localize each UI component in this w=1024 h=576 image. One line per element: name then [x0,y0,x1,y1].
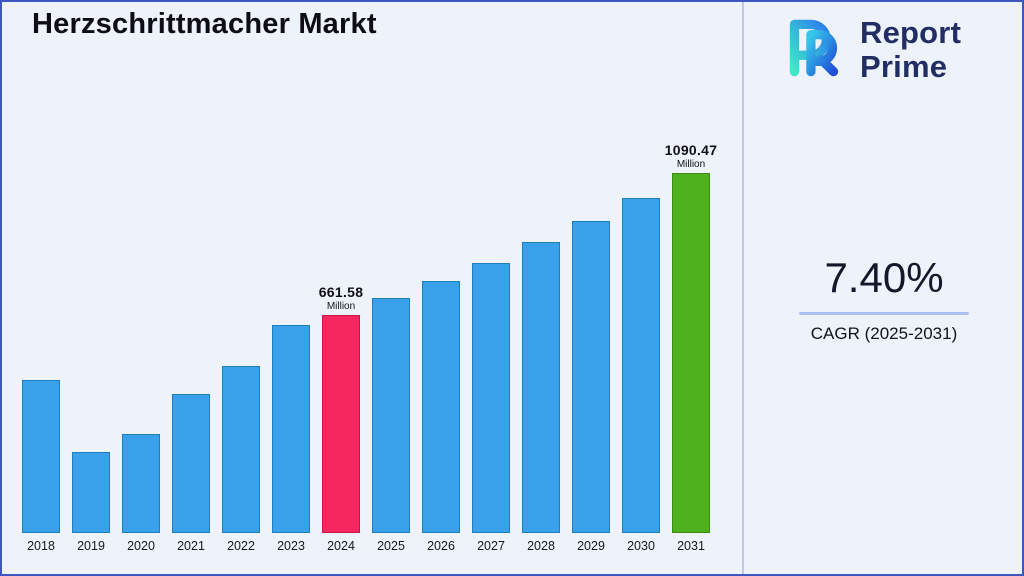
x-axis-label-2020: 2020 [127,539,155,553]
x-axis-label-2022: 2022 [227,539,255,553]
bar-2030 [622,197,660,533]
annotation-value-2031: 1090.47 [664,142,718,158]
bar-value-annotation-2024: 661.58 Million [319,284,364,312]
cagr-value: 7.40% [824,254,944,301]
bar-column-2022: 2022 [216,129,266,559]
bar-2025 [372,298,410,533]
x-axis-label-2019: 2019 [77,539,105,553]
vertical-divider [742,2,744,574]
logo-line1: Report [860,15,962,51]
bar-column-2021: 2021 [166,129,216,559]
bar-column-2023: 2023 [266,129,316,559]
bar-chart: 2018 2019 2020 2021 2022 2023 661.58 Million 202… [16,129,718,559]
page-title: Herzschrittmacher Markt [32,8,377,40]
logo-line2: Prime [860,48,948,84]
x-axis-label-2027: 2027 [477,539,505,553]
report-prime-logo: Report Prime [778,10,961,89]
bar-column-2019: 2019 [66,129,116,559]
bar-value-annotation-2031: 1090.47 Million [665,142,718,170]
annotation-unit-2031: Million [676,159,706,170]
bar-column-2024: 661.58 Million 2024 [316,129,366,559]
bar-2026 [422,281,460,533]
bar-column-2020: 2020 [116,129,166,559]
bar-2020 [122,434,160,533]
annotation-unit-2024: Million [326,300,356,312]
bar-2031 [672,173,710,533]
bar-2029 [572,220,610,533]
bar-2024 [322,314,360,533]
x-axis-label-2031: 2031 [677,539,705,553]
x-axis-label-2018: 2018 [27,539,55,553]
bar-2028 [522,242,560,533]
bar-column-2031: 1090.47 Million 2031 [665,129,718,559]
x-axis-label-2024: 2024 [327,539,355,553]
logo-text: Report Prime [860,16,961,83]
bar-2018 [22,379,60,533]
x-axis-label-2021: 2021 [177,539,205,553]
bar-2022 [222,366,260,533]
bar-2021 [172,394,210,533]
x-axis-label-2028: 2028 [527,539,555,553]
bar-column-2027: 2027 [466,129,516,559]
x-axis-label-2023: 2023 [277,539,305,553]
bar-column-2030: 2030 [616,129,666,559]
bar-column-2029: 2029 [566,129,616,559]
annotation-value-2024: 661.58 [318,283,364,300]
x-axis-label-2030: 2030 [627,539,655,553]
cagr-label: CAGR (2025-2031) [810,324,958,343]
x-axis-label-2026: 2026 [427,539,455,553]
bar-2023 [272,325,310,533]
x-axis-label-2025: 2025 [377,539,405,553]
bar-column-2018: 2018 [16,129,66,559]
bar-column-2026: 2026 [416,129,466,559]
cagr-underline [799,312,969,315]
cagr-block: 7.40% CAGR (2025-2031) [764,254,1004,344]
x-axis-label-2029: 2029 [577,539,605,553]
bar-column-2025: 2025 [366,129,416,559]
bar-2019 [72,452,110,533]
report-prime-logo-icon [778,10,852,89]
bar-column-2028: 2028 [516,129,566,559]
bar-2027 [472,262,510,533]
